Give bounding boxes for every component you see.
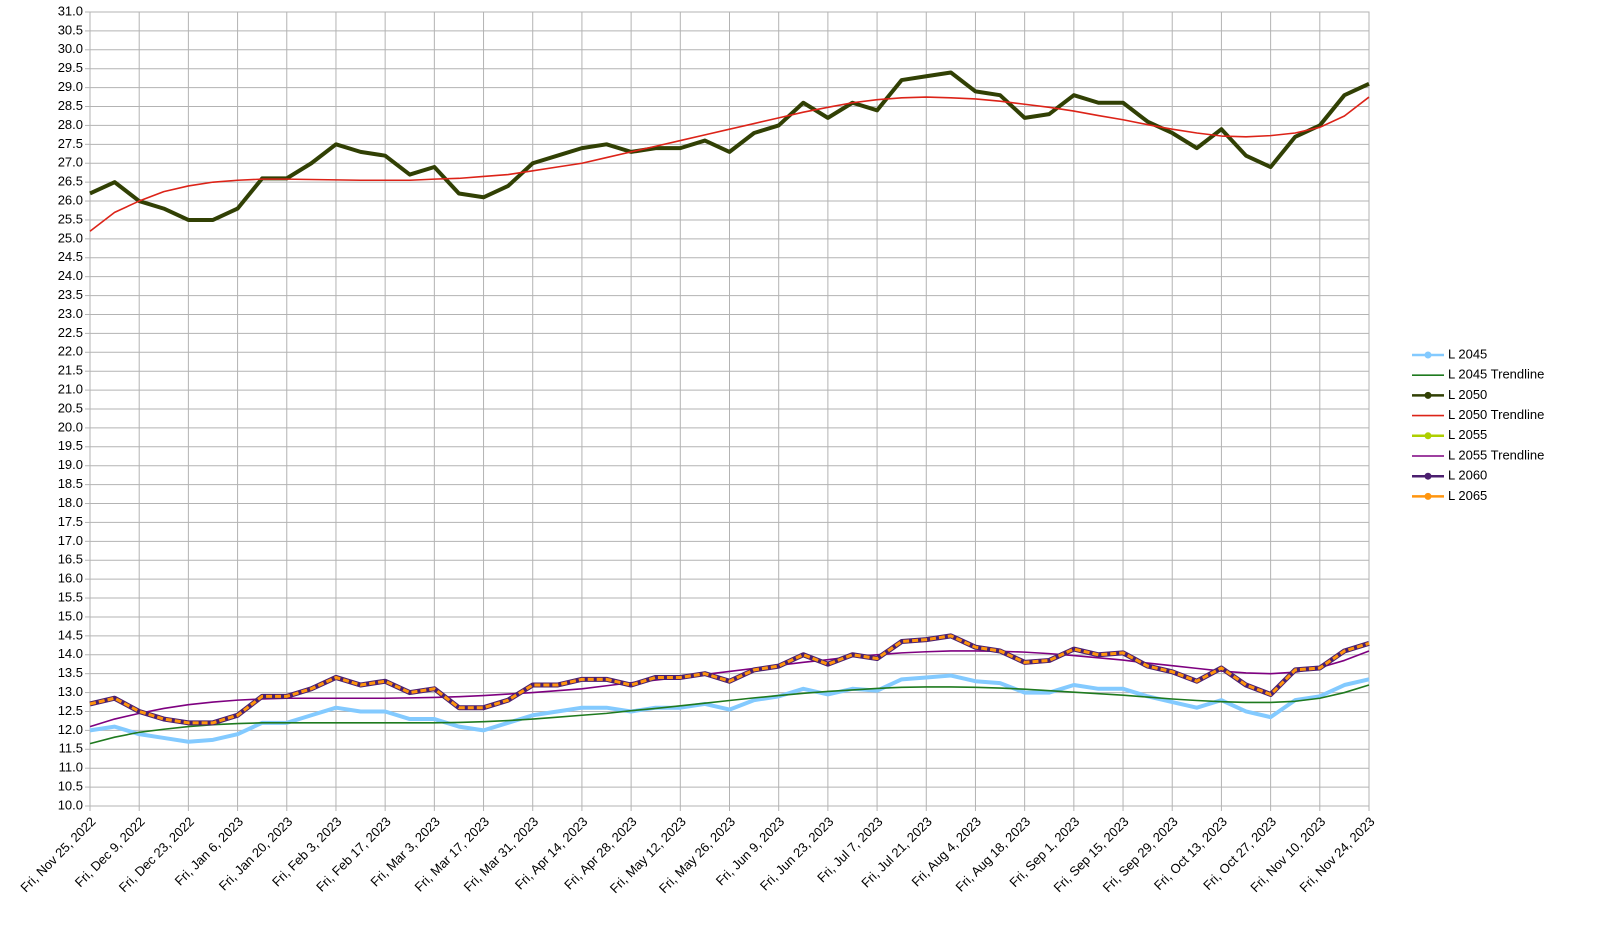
y-tick-label: 26.0 bbox=[58, 192, 83, 207]
series-line bbox=[89, 650, 1370, 728]
series-line bbox=[89, 96, 1370, 232]
legend-label: L 2060 bbox=[1448, 468, 1487, 483]
y-tick-label: 22.0 bbox=[58, 344, 83, 359]
y-tick-label: 10.5 bbox=[58, 779, 83, 794]
legend-marker bbox=[1424, 472, 1432, 480]
y-tick-label: 18.0 bbox=[58, 495, 83, 510]
y-tick-label: 27.0 bbox=[58, 155, 83, 170]
y-tick-label: 17.5 bbox=[58, 514, 83, 529]
legend-label: L 2065 bbox=[1448, 488, 1487, 503]
y-tick-label: 18.5 bbox=[58, 476, 83, 491]
y-tick-label: 21.5 bbox=[58, 363, 83, 378]
y-tick-label: 24.5 bbox=[58, 249, 83, 264]
y-tick-label: 24.0 bbox=[58, 268, 83, 283]
legend-marker bbox=[1424, 351, 1432, 359]
y-tick-label: 30.5 bbox=[58, 22, 83, 37]
legend-marker bbox=[1424, 432, 1432, 440]
legend-marker bbox=[1424, 492, 1432, 500]
y-tick-label: 23.5 bbox=[58, 287, 83, 302]
y-tick-label: 11.5 bbox=[59, 741, 83, 756]
y-tick-label: 29.5 bbox=[58, 60, 83, 75]
y-tick-label: 12.5 bbox=[58, 703, 83, 718]
series-line bbox=[89, 634, 1370, 725]
legend-label: L 2055 Trendline bbox=[1448, 447, 1544, 462]
y-tick-label: 27.5 bbox=[58, 136, 83, 151]
y-tick-label: 15.5 bbox=[58, 589, 83, 604]
y-tick-label: 31.0 bbox=[58, 3, 83, 18]
y-tick-label: 20.0 bbox=[58, 419, 83, 434]
legend-label: L 2045 bbox=[1448, 346, 1487, 361]
y-tick-label: 29.0 bbox=[58, 79, 83, 94]
legend-label: L 2045 Trendline bbox=[1448, 367, 1544, 382]
series-line bbox=[89, 684, 1370, 745]
plot-frame bbox=[89, 11, 1370, 807]
legend-marker bbox=[1424, 391, 1432, 399]
y-tick-label: 21.0 bbox=[58, 382, 83, 397]
y-tick-label: 23.0 bbox=[58, 306, 83, 321]
y-tick-label: 26.5 bbox=[58, 174, 83, 189]
y-tick-label: 19.0 bbox=[58, 457, 83, 472]
y-tick-label: 15.0 bbox=[58, 608, 83, 623]
y-tick-label: 22.5 bbox=[58, 325, 83, 340]
y-tick-label: 14.0 bbox=[58, 646, 83, 661]
y-tick-label: 16.0 bbox=[58, 571, 83, 586]
y-tick-label: 13.0 bbox=[58, 684, 83, 699]
y-tick-label: 19.5 bbox=[58, 438, 83, 453]
legend-label: L 2050 bbox=[1448, 387, 1487, 402]
y-tick-label: 12.0 bbox=[58, 722, 83, 737]
y-tick-label: 16.5 bbox=[58, 552, 83, 567]
y-tick-label: 17.0 bbox=[58, 533, 83, 548]
y-tick-label: 30.0 bbox=[58, 41, 83, 56]
legend-label: L 2055 bbox=[1448, 427, 1487, 442]
y-tick-label: 25.0 bbox=[58, 230, 83, 245]
y-tick-label: 14.5 bbox=[58, 627, 83, 642]
y-tick-label: 11.0 bbox=[59, 760, 83, 775]
y-tick-label: 13.5 bbox=[58, 665, 83, 680]
y-tick-label: 10.0 bbox=[58, 797, 83, 812]
y-tick-label: 20.5 bbox=[58, 400, 83, 415]
y-tick-label: 28.0 bbox=[58, 117, 83, 132]
y-tick-label: 28.5 bbox=[58, 98, 83, 113]
legend-label: L 2050 Trendline bbox=[1448, 407, 1544, 422]
y-tick-label: 25.5 bbox=[58, 211, 83, 226]
